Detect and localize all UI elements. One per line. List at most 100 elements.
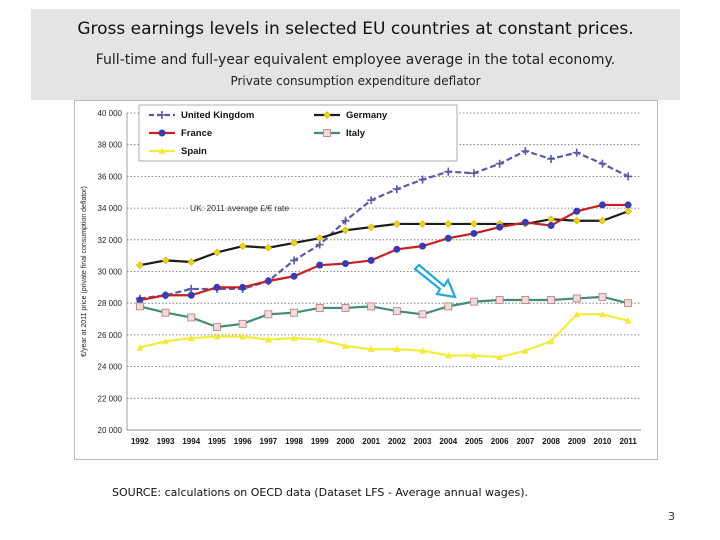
- data-point-spain: [444, 352, 452, 359]
- data-point-france: [264, 277, 272, 285]
- data-point-italy: [495, 296, 504, 304]
- data-point-spain: [470, 352, 478, 359]
- x-tick-label: 2000: [337, 437, 355, 446]
- data-point-france: [444, 234, 452, 242]
- y-tick-label: 28 000: [98, 299, 123, 308]
- data-point-italy: [624, 299, 633, 308]
- data-point-germany: [444, 220, 453, 228]
- data-point-spain: [496, 353, 504, 361]
- data-point-germany: [135, 261, 144, 270]
- data-point-united-kingdom: [341, 216, 350, 225]
- data-point-italy: [135, 302, 144, 311]
- y-tick-label: 24 000: [98, 363, 123, 372]
- data-point-spain: [162, 337, 170, 345]
- data-point-spain: [393, 345, 401, 353]
- x-tick-label: 2009: [568, 437, 586, 446]
- data-point-united-kingdom: [624, 172, 633, 181]
- legend-marker-france: [158, 129, 166, 137]
- data-point-france: [341, 260, 349, 268]
- data-point-italy: [367, 302, 376, 311]
- data-point-united-kingdom: [444, 167, 453, 176]
- data-point-spain: [290, 334, 298, 342]
- series-layer: [135, 147, 633, 361]
- data-point-germany: [470, 220, 478, 228]
- data-point-united-kingdom: [495, 159, 504, 168]
- data-point-italy: [213, 323, 221, 331]
- data-point-italy: [238, 319, 247, 328]
- series-line-spain: [139, 313, 629, 359]
- data-point-italy: [315, 304, 324, 312]
- y-axis-title: €/year at 2011 price (private final cons…: [81, 186, 88, 357]
- data-point-italy: [290, 308, 298, 317]
- data-point-germany: [264, 243, 273, 252]
- series-germany: [135, 207, 633, 270]
- legend-label-france: France: [181, 128, 212, 139]
- data-point-italy: [444, 302, 453, 311]
- data-point-italy: [547, 296, 555, 304]
- source-note: SOURCE: calculations on OECD data (Datas…: [112, 486, 529, 499]
- data-point-germany: [341, 226, 350, 235]
- data-point-germany: [187, 258, 196, 266]
- data-point-united-kingdom: [392, 185, 401, 194]
- data-point-spain: [624, 317, 632, 324]
- y-tick-label: 34 000: [98, 204, 123, 213]
- data-point-france: [547, 222, 555, 230]
- series-line-italy: [139, 295, 629, 329]
- data-point-germany: [315, 234, 324, 243]
- y-tick-label: 20 000: [98, 426, 123, 435]
- y-tick-label: 26 000: [98, 331, 123, 340]
- y-tick-label: 36 000: [98, 172, 123, 181]
- data-point-france: [187, 291, 195, 299]
- x-tick-label: 2007: [516, 437, 534, 446]
- data-point-spain: [419, 347, 427, 354]
- data-point-italy: [264, 310, 273, 319]
- data-point-spain: [598, 310, 606, 318]
- arrow-annotation: [413, 263, 457, 299]
- data-point-united-kingdom: [469, 169, 478, 178]
- data-point-germany: [572, 216, 581, 225]
- axis-layer: 20 000 22 000 24 000 26 000 28 000 30 000 32 0…: [81, 109, 637, 446]
- legend-entry-spain: Spain: [149, 146, 207, 157]
- earnings-line-chart: 20 000 22 000 24 000 26 000 28 000 30 000 32 0…: [81, 104, 641, 446]
- y-tick-label: 32 000: [98, 236, 123, 245]
- data-point-germany: [367, 223, 376, 231]
- data-point-italy: [161, 308, 170, 317]
- data-point-france: [419, 242, 427, 250]
- data-point-spain: [316, 336, 324, 343]
- x-tick-label: 2005: [465, 437, 483, 446]
- data-point-italy: [418, 310, 427, 319]
- data-point-united-kingdom: [572, 148, 581, 157]
- data-point-france: [290, 272, 298, 280]
- x-tick-label: 1993: [157, 437, 175, 446]
- x-tick-label: 1994: [182, 437, 200, 446]
- data-point-united-kingdom: [187, 284, 196, 293]
- legend-label-spain: Spain: [181, 146, 207, 157]
- data-point-germany: [161, 256, 170, 265]
- data-point-italy: [341, 304, 350, 312]
- y-tick-label: 22 000: [98, 394, 123, 403]
- title-banner: Gross earnings levels in selected EU cou…: [31, 9, 680, 100]
- legend-layer: United Kingdom Germany France Italy Spain: [138, 104, 458, 162]
- data-point-france: [393, 245, 401, 253]
- data-point-spain: [213, 332, 221, 340]
- data-point-germany: [598, 216, 607, 225]
- data-point-spain: [136, 344, 144, 351]
- x-tick-label: 2001: [362, 437, 380, 446]
- data-point-united-kingdom: [418, 175, 427, 184]
- series-france: [136, 201, 632, 304]
- data-point-spain: [264, 336, 272, 343]
- data-point-germany: [213, 248, 221, 257]
- data-point-united-kingdom: [290, 256, 299, 265]
- y-tick-label: 30 000: [98, 268, 123, 277]
- x-tick-label: 2002: [388, 437, 406, 446]
- data-point-france: [598, 201, 606, 209]
- series-line-united-kingdom: [139, 149, 629, 300]
- data-point-france: [573, 207, 581, 215]
- legend-entry-united-kingdom: United Kingdom: [149, 110, 254, 121]
- x-tick-label: 2004: [439, 437, 457, 446]
- data-point-united-kingdom: [598, 159, 607, 168]
- grid-layer: [127, 112, 641, 431]
- data-point-spain: [187, 334, 195, 342]
- series-spain: [136, 310, 632, 361]
- data-point-germany: [238, 242, 247, 250]
